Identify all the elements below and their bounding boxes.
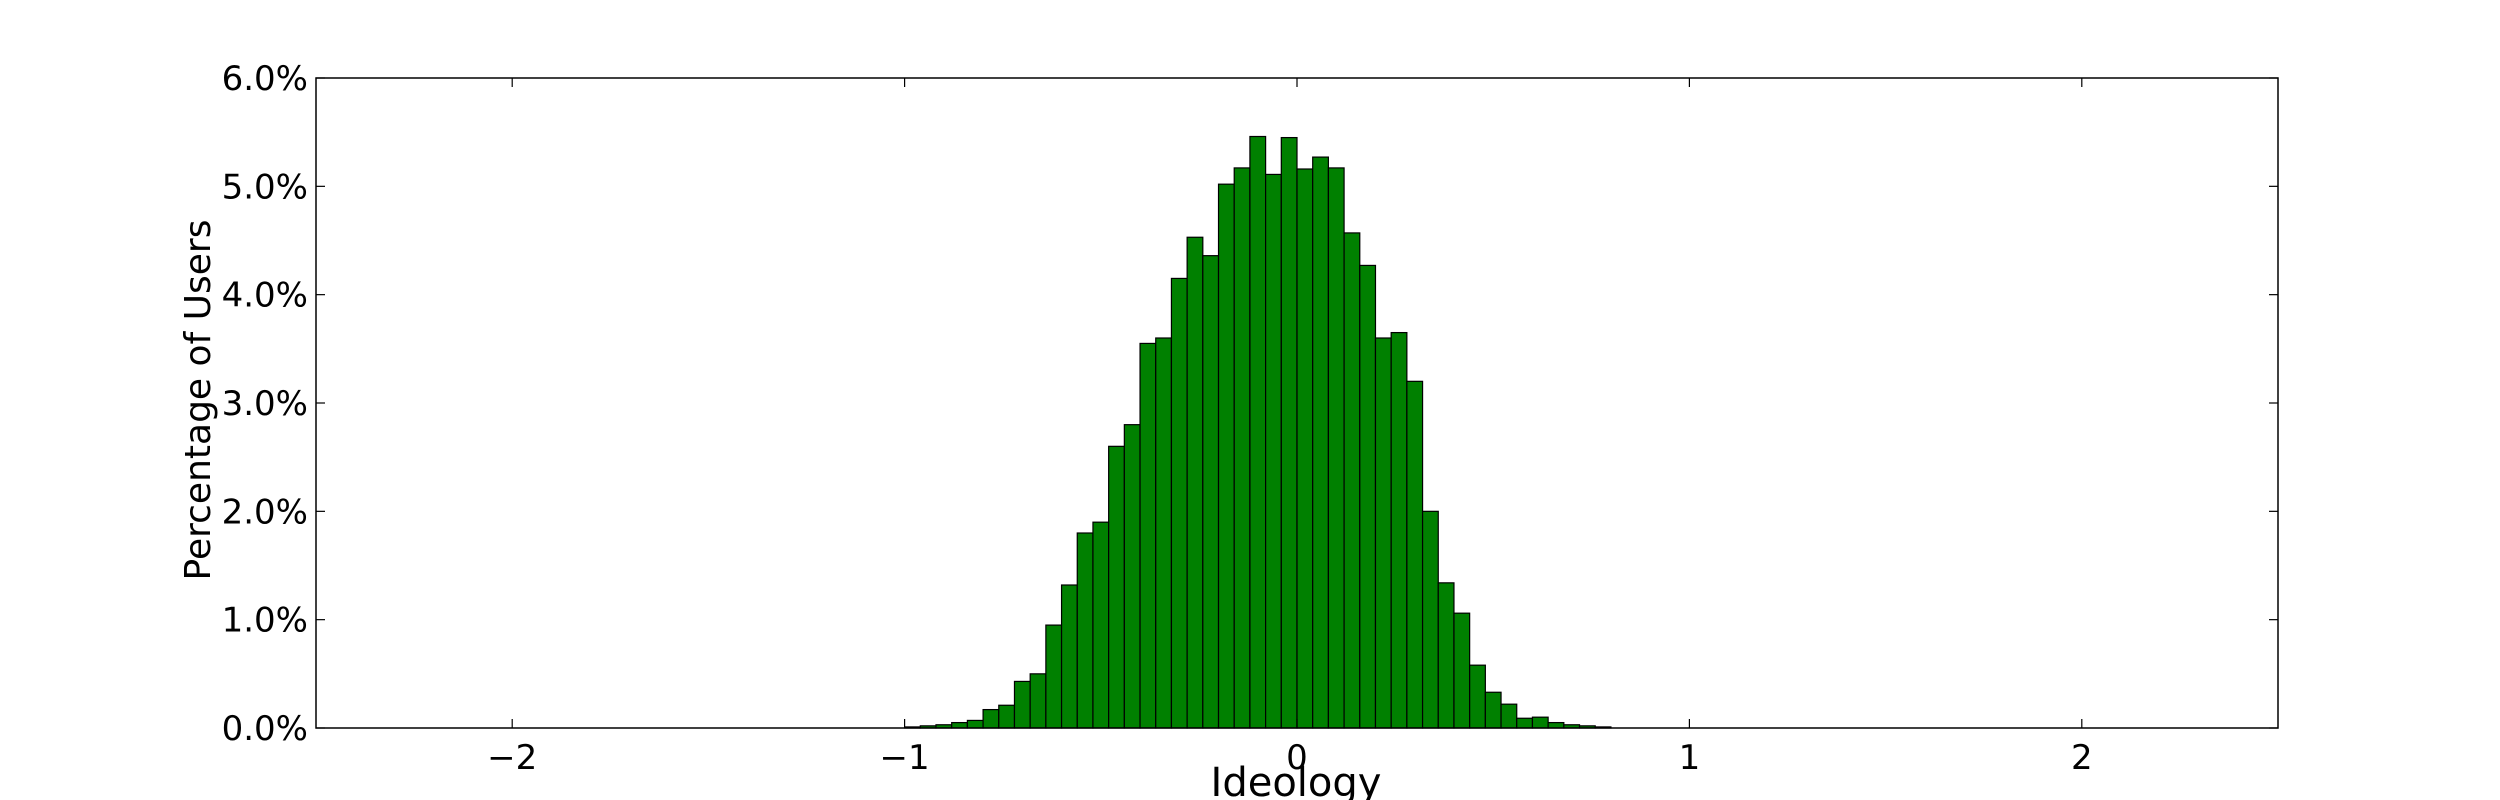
- histogram-bar: [1516, 717, 1534, 729]
- y-tick-label: 3.0%: [222, 384, 308, 424]
- histogram-bar: [951, 721, 968, 729]
- y-tick-label: 2.0%: [222, 492, 308, 532]
- histogram-bar: [1374, 337, 1392, 729]
- histogram-bar: [1343, 232, 1361, 729]
- histogram-bar: [1108, 445, 1125, 729]
- x-tick-labels: −2 −1 0 1 2: [487, 738, 2092, 778]
- histogram-bar: [1296, 168, 1314, 729]
- histogram-bar: [1202, 255, 1220, 729]
- y-axis-label: Percentage of Users: [178, 220, 219, 581]
- x-tick-label: −2: [487, 738, 537, 778]
- histogram-bar: [1312, 156, 1329, 729]
- histogram-bar: [1280, 136, 1298, 729]
- histogram-bar: [1155, 337, 1173, 729]
- histogram-bar: [1469, 664, 1486, 729]
- histogram-bar: [1233, 167, 1251, 729]
- x-axis-label: Ideology: [1211, 760, 1382, 800]
- axis-ticks: [316, 77, 2278, 729]
- histogram-bar: [1123, 424, 1141, 729]
- histogram-bar: [1390, 331, 1408, 729]
- histogram-bar: [1421, 510, 1439, 729]
- histogram-bar: [1029, 673, 1047, 729]
- histogram-bar: [998, 704, 1016, 729]
- x-tick-label: 0: [1286, 738, 1308, 778]
- histogram-bar: [1217, 183, 1235, 729]
- histogram-bar: [1500, 703, 1518, 729]
- histogram-bar: [1013, 680, 1031, 729]
- histogram-bar: [1531, 716, 1549, 729]
- histogram-bar: [1060, 584, 1078, 729]
- histogram-bar: [1484, 691, 1502, 729]
- x-tick-label: 2: [2071, 738, 2093, 778]
- histogram-bar: [1437, 582, 1455, 729]
- histogram-bar: [1249, 135, 1267, 729]
- y-tick-label: 0.0%: [222, 709, 308, 749]
- histogram-bar: [1406, 380, 1424, 729]
- y-tick-label: 1.0%: [222, 601, 308, 641]
- histogram-bar: [1265, 173, 1282, 729]
- y-tick-label: 5.0%: [222, 167, 308, 207]
- histogram-bar: [1092, 521, 1110, 729]
- y-tick-label: 4.0%: [222, 276, 308, 316]
- x-tick-label: −1: [880, 738, 930, 778]
- x-tick-label: 1: [1679, 738, 1701, 778]
- y-tick-labels: 0.0% 1.0% 2.0% 3.0% 4.0% 5.0% 6.0%: [222, 59, 308, 749]
- y-tick-label: 6.0%: [222, 59, 308, 99]
- histogram-bar: [1359, 264, 1377, 729]
- histogram-bar: [1453, 612, 1471, 729]
- histogram-bar: [1547, 721, 1565, 729]
- histogram-bar: [1076, 532, 1094, 729]
- histogram-bar: [1327, 167, 1345, 729]
- histogram-bar: [966, 719, 984, 729]
- histogram-bar: [1186, 236, 1204, 729]
- histogram-bars: [903, 135, 1612, 729]
- histogram-bar: [1045, 624, 1063, 729]
- histogram-bar: [982, 708, 1000, 729]
- histogram-bar: [1139, 342, 1157, 729]
- histogram-bar: [1170, 277, 1188, 729]
